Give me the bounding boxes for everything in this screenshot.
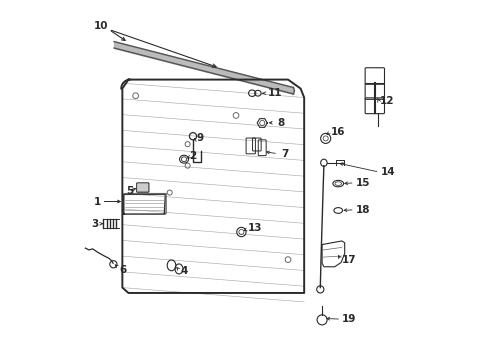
- Text: 19: 19: [342, 314, 356, 324]
- Text: 6: 6: [120, 265, 127, 275]
- Polygon shape: [138, 184, 147, 191]
- Text: 12: 12: [379, 96, 394, 106]
- Text: 13: 13: [248, 224, 262, 233]
- Text: 5: 5: [126, 186, 133, 196]
- Text: 17: 17: [342, 255, 356, 265]
- Text: 18: 18: [355, 205, 370, 215]
- Text: 14: 14: [381, 167, 395, 177]
- Text: 1: 1: [94, 197, 101, 207]
- Text: 8: 8: [277, 118, 285, 128]
- Text: 7: 7: [281, 149, 288, 159]
- Text: 10: 10: [94, 21, 108, 31]
- Text: 15: 15: [355, 178, 370, 188]
- Text: 16: 16: [331, 127, 345, 136]
- Text: 2: 2: [190, 151, 196, 161]
- Text: 3: 3: [92, 219, 99, 229]
- Text: 9: 9: [196, 133, 204, 143]
- Text: 11: 11: [269, 88, 283, 98]
- Text: 4: 4: [180, 266, 188, 276]
